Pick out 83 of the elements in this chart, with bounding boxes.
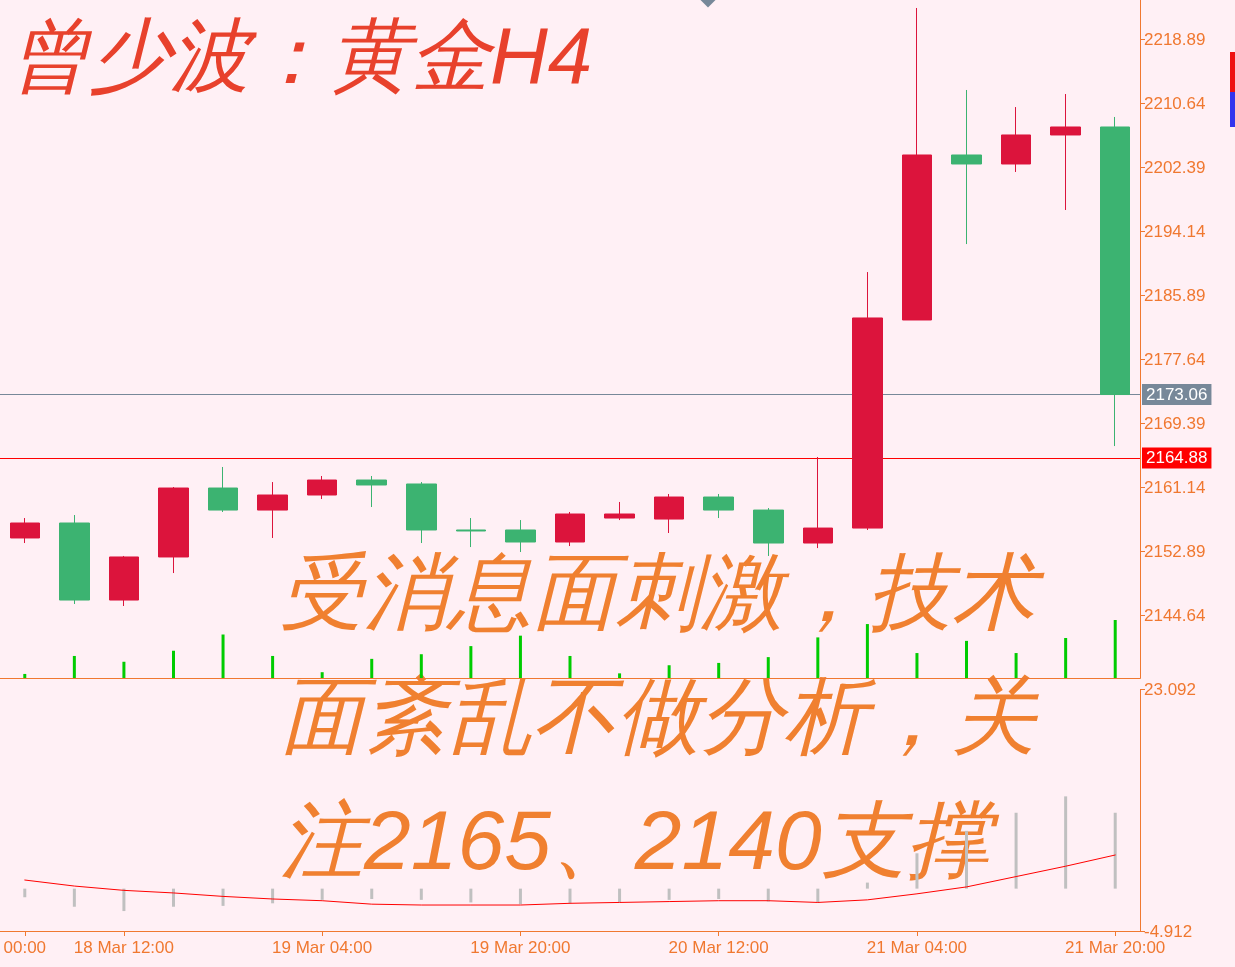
candlestick <box>951 89 982 245</box>
x-tick-label: 21 Mar 04:00 <box>866 938 968 957</box>
x-tick-label: 19 Mar 04:00 <box>272 938 373 957</box>
candlestick <box>1050 93 1081 211</box>
candlestick <box>505 519 536 553</box>
x-tick-label: 21 Mar 20:00 <box>1065 938 1166 957</box>
y-tick-label: 2144.64 <box>1144 605 1206 625</box>
bar <box>1014 812 1018 889</box>
bar <box>1113 812 1117 889</box>
bar <box>766 657 770 678</box>
bar <box>568 888 572 904</box>
bar <box>1064 796 1068 889</box>
bar <box>518 888 522 905</box>
bar <box>717 662 721 678</box>
bar <box>915 653 919 678</box>
chart-title: 曾少波：黄金H4 <box>10 11 593 100</box>
y-tick-label: 2202.39 <box>1144 157 1206 177</box>
candlestick <box>10 517 40 544</box>
bar <box>320 888 324 900</box>
y-tick-label: 23.092 <box>1144 680 1196 699</box>
bar <box>469 888 473 903</box>
candlestick <box>604 501 635 521</box>
bar <box>717 888 721 899</box>
bar <box>469 646 473 678</box>
bar <box>667 888 671 900</box>
bar <box>865 882 869 889</box>
bar <box>122 661 126 678</box>
candlestick <box>1001 106 1031 173</box>
bar <box>667 665 671 678</box>
candlestick <box>158 486 189 574</box>
bar <box>370 888 374 899</box>
bar <box>618 888 622 903</box>
bar <box>171 650 175 678</box>
bar <box>518 635 522 678</box>
bar <box>766 888 770 902</box>
x-tick-label: 00:00 <box>3 938 47 957</box>
y-tick-label: 2169.39 <box>1144 413 1206 433</box>
x-tick-label: 18 Mar 12:00 <box>73 938 175 957</box>
bar <box>72 655 76 678</box>
bar <box>816 888 820 903</box>
bar <box>122 888 126 912</box>
bar <box>23 888 27 898</box>
bar <box>618 673 622 678</box>
annotation: 受消息面刺激，技术面紊乱不做分析，关注2165、2140支撑 <box>280 544 1046 889</box>
bar <box>72 888 76 907</box>
candlestick <box>456 517 486 548</box>
bar <box>1064 637 1068 678</box>
bar <box>865 624 869 678</box>
y-tick-label: 2161.14 <box>1144 477 1206 497</box>
y-tick-label: 2210.64 <box>1144 93 1206 113</box>
bar <box>23 673 27 678</box>
y-tick-label: 2194.14 <box>1144 221 1206 241</box>
bar <box>419 888 423 900</box>
candlestick <box>406 481 437 544</box>
candlestick <box>852 271 883 531</box>
x-tick-label: 20 Mar 12:00 <box>668 938 769 957</box>
y-tick-label: 2152.89 <box>1144 541 1206 561</box>
candlestick <box>803 456 833 549</box>
candlestick <box>109 555 139 607</box>
bar <box>271 655 275 678</box>
ref-line-label: 2164.88 <box>1146 448 1208 468</box>
bar <box>221 634 225 678</box>
bar <box>221 888 225 906</box>
candlestick <box>307 475 337 500</box>
bar <box>568 655 572 678</box>
bar <box>320 672 324 678</box>
candlestick <box>703 493 734 519</box>
y-tick-label: 2218.89 <box>1144 29 1206 49</box>
candlestick <box>356 475 387 508</box>
candlestick <box>1100 116 1130 447</box>
y-tick-label: 2185.89 <box>1144 285 1206 305</box>
candlestick <box>59 514 90 605</box>
candlestick <box>654 493 684 534</box>
candlestick <box>257 481 288 539</box>
y-tick-label: 2177.64 <box>1144 349 1206 369</box>
x-tick-label: 19 Mar 20:00 <box>470 938 571 957</box>
ref-line-label: 2173.06 <box>1146 385 1208 405</box>
bar <box>1113 620 1117 678</box>
candlestick <box>555 511 585 547</box>
bar <box>816 637 820 678</box>
candlestick <box>902 7 932 321</box>
candlestick <box>208 466 238 513</box>
y-tick-label: -4.912 <box>1144 921 1193 941</box>
